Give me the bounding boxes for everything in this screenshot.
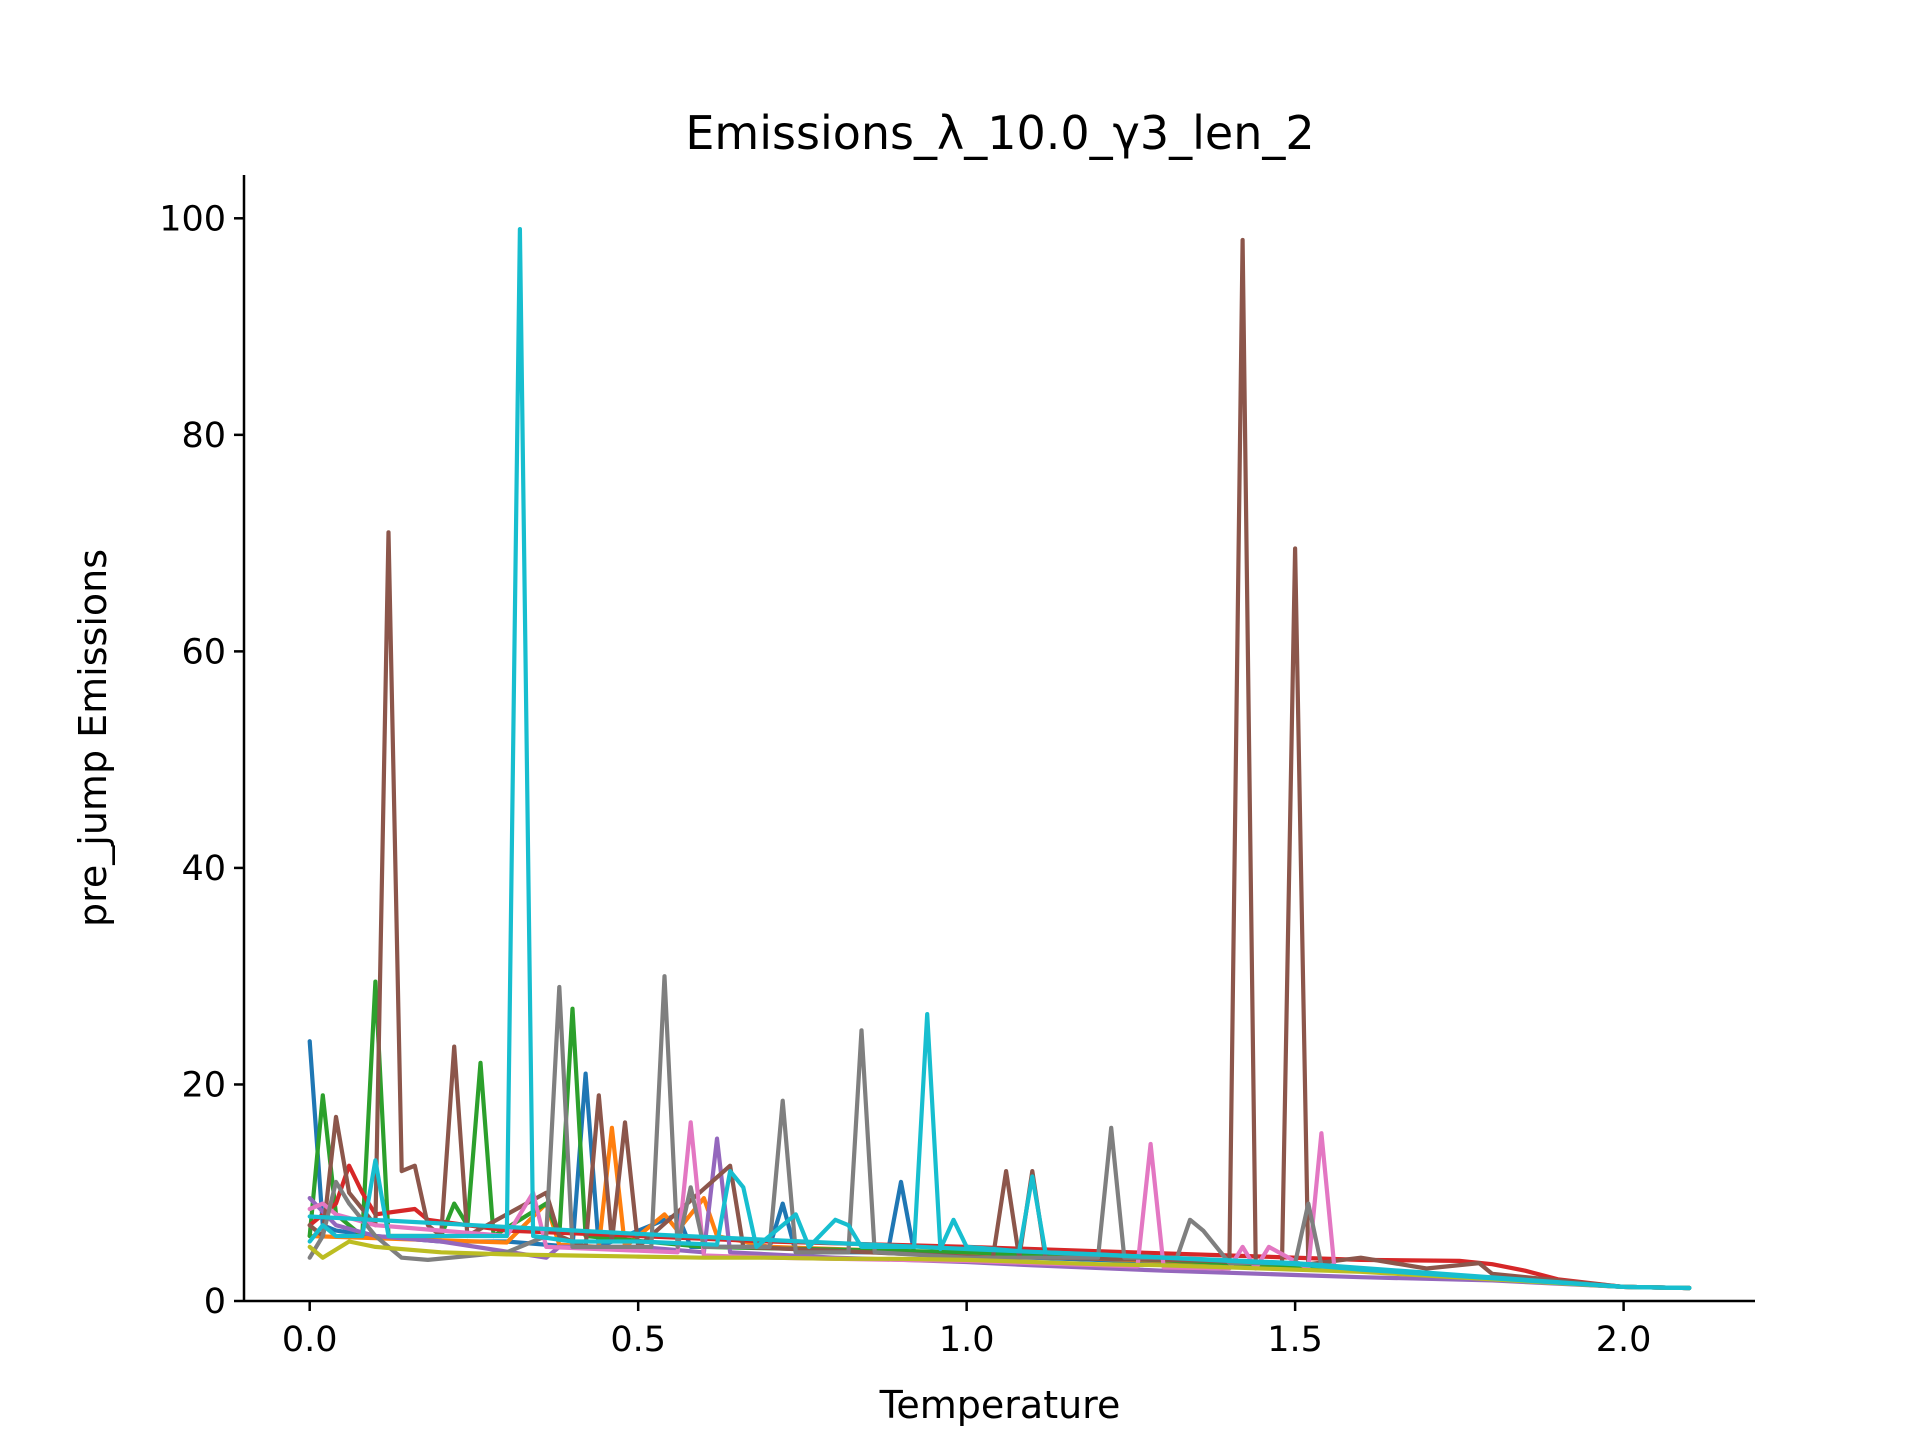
x-tick-label: 1.0 <box>939 1320 995 1360</box>
y-tick-label: 20 <box>181 1065 226 1105</box>
y-tick-label: 40 <box>181 849 226 889</box>
series-layer <box>307 227 1692 1291</box>
series-line-10 <box>307 227 1692 1291</box>
x-axis-label: Temperature <box>879 1383 1121 1427</box>
x-tick-label: 2.0 <box>1596 1320 1652 1360</box>
axes-layer <box>242 175 1755 1303</box>
x-ticks: 0.0 0.5 1.0 1.5 2.0 <box>282 1301 1652 1360</box>
series-line-9 <box>307 1239 1692 1291</box>
y-axis-label: pre_jump Emissions <box>71 549 115 927</box>
series-line-6 <box>307 237 1692 1291</box>
series-line-5 <box>307 1136 1692 1291</box>
chart-title: Emissions_λ_10.0_γ3_len_2 <box>685 106 1314 160</box>
y-tick-label: 0 <box>204 1282 226 1322</box>
x-tick-label: 1.5 <box>1267 1320 1323 1360</box>
y-tick-label: 100 <box>159 199 226 239</box>
y-tick-label: 60 <box>181 632 226 672</box>
x-tick-label: 0.5 <box>610 1320 666 1360</box>
series-line-11 <box>307 1214 1692 1291</box>
y-tick-label: 80 <box>181 416 226 456</box>
y-ticks: 0 20 40 60 80 100 <box>159 199 244 1322</box>
x-tick-label: 0.0 <box>282 1320 338 1360</box>
